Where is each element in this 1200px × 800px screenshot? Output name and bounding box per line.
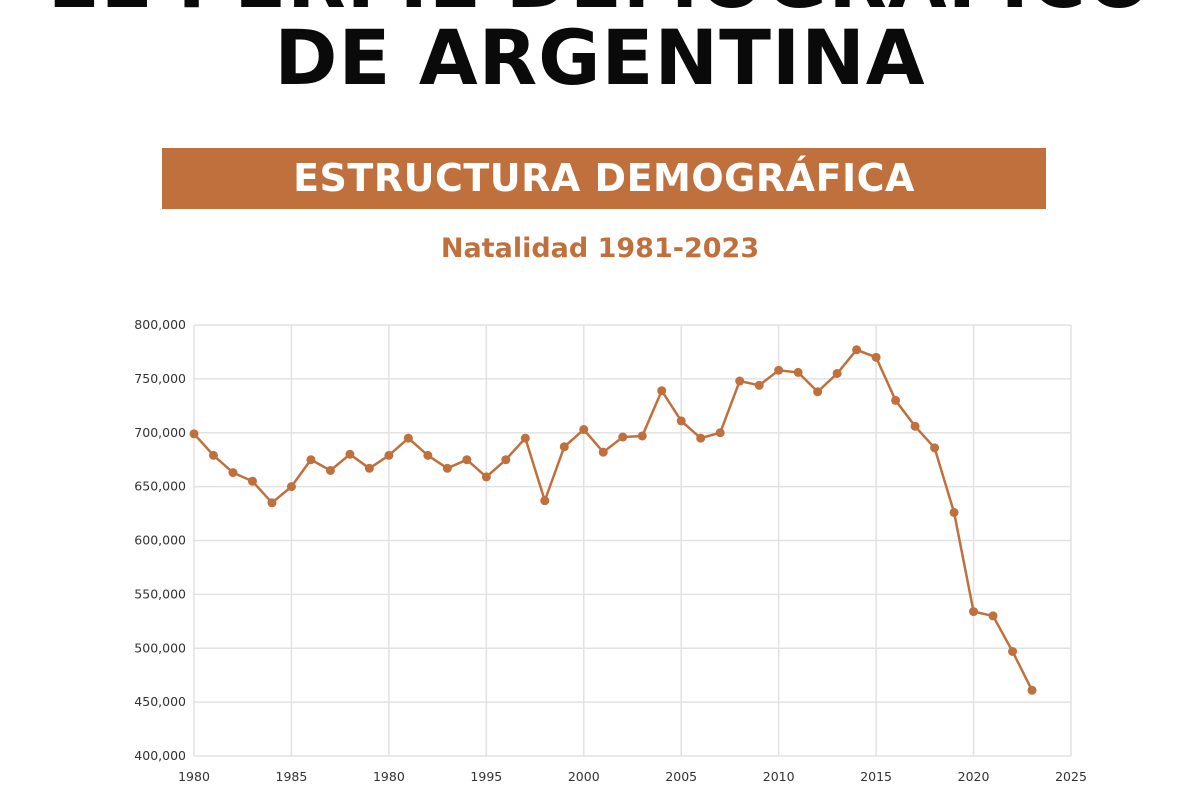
x-tick-label: 2000 bbox=[568, 769, 600, 784]
data-point bbox=[949, 507, 959, 517]
data-point bbox=[618, 432, 628, 442]
data-point bbox=[325, 465, 335, 475]
x-tick-label: 2010 bbox=[763, 769, 795, 784]
data-point bbox=[852, 345, 862, 355]
data-point bbox=[540, 496, 550, 506]
x-tick-label: 2015 bbox=[860, 769, 892, 784]
data-point bbox=[637, 431, 647, 441]
data-point bbox=[696, 433, 706, 443]
data-point bbox=[189, 429, 199, 439]
data-point bbox=[754, 380, 764, 390]
data-point bbox=[676, 416, 686, 426]
data-point bbox=[988, 611, 998, 621]
data-point bbox=[735, 376, 745, 386]
series-line bbox=[193, 348, 1034, 691]
data-point bbox=[598, 447, 608, 457]
y-tick-label: 750,000 bbox=[134, 371, 186, 386]
chart-title: Natalidad 1981-2023 bbox=[440, 233, 760, 264]
data-point bbox=[384, 450, 394, 460]
data-point bbox=[871, 352, 881, 362]
data-point bbox=[969, 607, 979, 617]
x-tick-label: 1995 bbox=[470, 769, 502, 784]
data-point bbox=[228, 468, 238, 478]
data-point bbox=[715, 428, 725, 438]
data-point bbox=[891, 395, 901, 405]
data-point bbox=[813, 387, 823, 397]
x-tick-label: 2025 bbox=[1055, 769, 1087, 784]
x-tick-label: 2020 bbox=[958, 769, 990, 784]
data-point bbox=[462, 455, 472, 465]
data-point bbox=[930, 443, 940, 453]
data-point bbox=[442, 463, 452, 473]
data-point bbox=[793, 367, 803, 377]
y-tick-label: 700,000 bbox=[134, 425, 186, 440]
data-point bbox=[774, 365, 784, 375]
data-point bbox=[481, 472, 491, 482]
y-tick-label: 500,000 bbox=[134, 640, 186, 655]
data-point bbox=[579, 425, 589, 435]
title-line-1: EL PERFIL DEMOGRÁFICO bbox=[0, 0, 1200, 19]
data-point bbox=[559, 442, 569, 452]
data-point bbox=[1008, 646, 1018, 656]
y-tick-label: 650,000 bbox=[134, 479, 186, 494]
data-point bbox=[501, 455, 511, 465]
data-point bbox=[423, 450, 433, 460]
data-point bbox=[364, 463, 374, 473]
data-point bbox=[345, 449, 355, 459]
x-tick-label: 1980 bbox=[373, 769, 405, 784]
y-tick-label: 450,000 bbox=[134, 694, 186, 709]
data-point bbox=[267, 498, 277, 508]
y-tick-label: 550,000 bbox=[134, 586, 186, 601]
x-tick-label: 1980 bbox=[178, 769, 210, 784]
data-point bbox=[520, 433, 530, 443]
data-point bbox=[403, 433, 413, 443]
y-tick-label: 400,000 bbox=[134, 748, 186, 763]
data-point bbox=[306, 455, 316, 465]
data-point bbox=[208, 450, 218, 460]
data-point bbox=[832, 368, 842, 378]
data-point bbox=[247, 476, 257, 486]
data-point bbox=[1027, 685, 1037, 695]
data-point bbox=[286, 482, 296, 492]
x-tick-label: 1985 bbox=[276, 769, 308, 784]
x-tick-label: 2005 bbox=[665, 769, 697, 784]
section-banner: ESTRUCTURA DEMOGRÁFICA bbox=[162, 148, 1046, 209]
data-point bbox=[657, 386, 667, 396]
y-tick-label: 600,000 bbox=[134, 533, 186, 548]
title-line-2: DE ARGENTINA bbox=[274, 13, 926, 102]
data-point bbox=[910, 421, 920, 431]
y-tick-label: 800,000 bbox=[134, 317, 186, 332]
